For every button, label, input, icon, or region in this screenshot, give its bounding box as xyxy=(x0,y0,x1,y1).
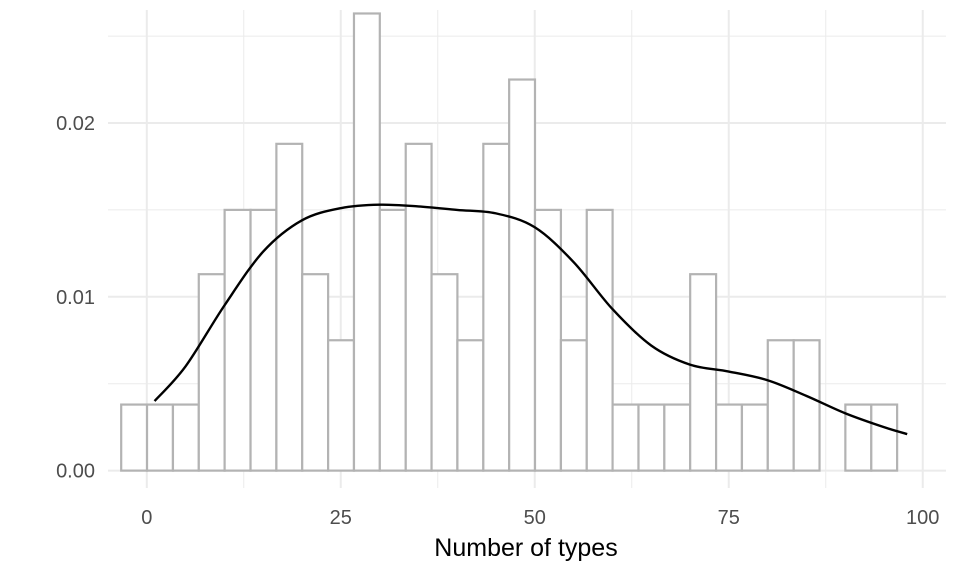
histogram-bar xyxy=(663,403,692,472)
histogram-bar xyxy=(145,403,175,472)
histogram-bar xyxy=(611,403,640,472)
histogram-bar xyxy=(482,142,511,472)
tick-labels: 0 25 50 75 100 0.00 0.01 0.02 xyxy=(56,113,939,529)
x-tick-label: 25 xyxy=(330,507,352,529)
histogram-bar xyxy=(714,403,744,472)
histogram-bar xyxy=(533,208,563,472)
histogram-bar xyxy=(766,339,795,472)
histogram-bar xyxy=(404,142,433,472)
histogram-bar xyxy=(585,208,614,472)
x-tick-label: 100 xyxy=(906,507,939,529)
density-curve-layer xyxy=(153,203,908,436)
x-axis-title: Number of types xyxy=(434,534,617,562)
x-tick-label: 75 xyxy=(718,507,740,529)
histogram-bar xyxy=(559,339,588,472)
histogram-bar xyxy=(275,142,304,472)
y-tick-label: 0.00 xyxy=(56,461,95,483)
x-tick-label: 0 xyxy=(141,507,152,529)
histogram-bar xyxy=(327,339,356,472)
histogram-bar xyxy=(352,12,381,472)
histogram-bar xyxy=(223,208,252,472)
histogram-bar xyxy=(740,403,769,472)
histogram-bar xyxy=(301,273,330,472)
y-tick-label: 0.01 xyxy=(56,287,95,309)
density-curve xyxy=(153,203,908,436)
histogram-bar xyxy=(456,339,485,472)
histogram-bar xyxy=(792,339,821,472)
histogram-bar xyxy=(378,208,407,472)
histogram-bars xyxy=(120,12,899,472)
x-tick-label: 50 xyxy=(524,507,546,529)
histogram-bar xyxy=(120,403,149,472)
histogram-bar xyxy=(637,403,666,472)
y-tick-label: 0.02 xyxy=(56,113,95,135)
histogram-bar xyxy=(430,273,459,472)
histogram-bar xyxy=(249,208,278,472)
histogram-bar xyxy=(689,273,718,472)
histogram-bar xyxy=(870,403,899,472)
histogram-bar xyxy=(508,78,537,472)
histogram-bar xyxy=(197,273,226,472)
histogram-bar xyxy=(171,403,200,472)
